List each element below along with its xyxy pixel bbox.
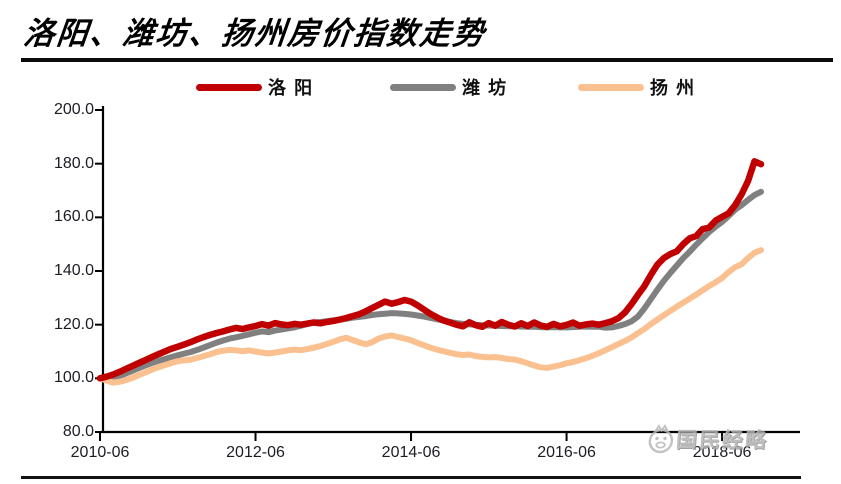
x-tick-label: 2010-06 xyxy=(70,444,130,461)
x-tick-label: 2014-06 xyxy=(381,444,441,461)
watermark: 国民经略 xyxy=(645,423,769,455)
legend-swatch-weifang xyxy=(390,83,456,91)
watermark-logo-icon xyxy=(648,424,674,454)
y-tick-label: 120.0 xyxy=(53,315,94,333)
y-tick-label: 100.0 xyxy=(53,369,94,387)
legend: 洛阳 潍坊 扬州 xyxy=(0,76,841,99)
y-tick-label: 80.0 xyxy=(62,423,94,440)
watermark-text: 国民经略 xyxy=(675,428,769,452)
legend-item-weifang: 潍坊 xyxy=(390,76,515,99)
legend-swatch-yangzhou xyxy=(578,83,644,91)
title-underline xyxy=(21,58,833,62)
x-tick-label: 2012-06 xyxy=(226,444,285,461)
legend-item-yangzhou: 扬州 xyxy=(578,76,703,99)
legend-item-luoyang: 洛阳 xyxy=(196,76,321,99)
x-tick-label: 2018-06 xyxy=(692,444,752,461)
series-line-yangzhou xyxy=(97,247,764,386)
legend-label-yangzhou: 扬州 xyxy=(650,78,703,99)
y-tick-label: 160.0 xyxy=(53,208,94,226)
bottom-border xyxy=(21,476,801,479)
legend-label-weifang: 潍坊 xyxy=(462,78,515,99)
series-line-luoyang xyxy=(96,158,765,382)
y-tick-label: 200.0 xyxy=(53,101,94,118)
legend-swatch-luoyang xyxy=(196,83,262,91)
y-tick-label: 140.0 xyxy=(53,262,94,279)
series-line-weifang xyxy=(97,188,764,382)
y-tick-label: 180.0 xyxy=(53,154,94,172)
legend-label-luoyang: 洛阳 xyxy=(268,78,321,99)
x-tick-label: 2016-06 xyxy=(537,444,596,461)
